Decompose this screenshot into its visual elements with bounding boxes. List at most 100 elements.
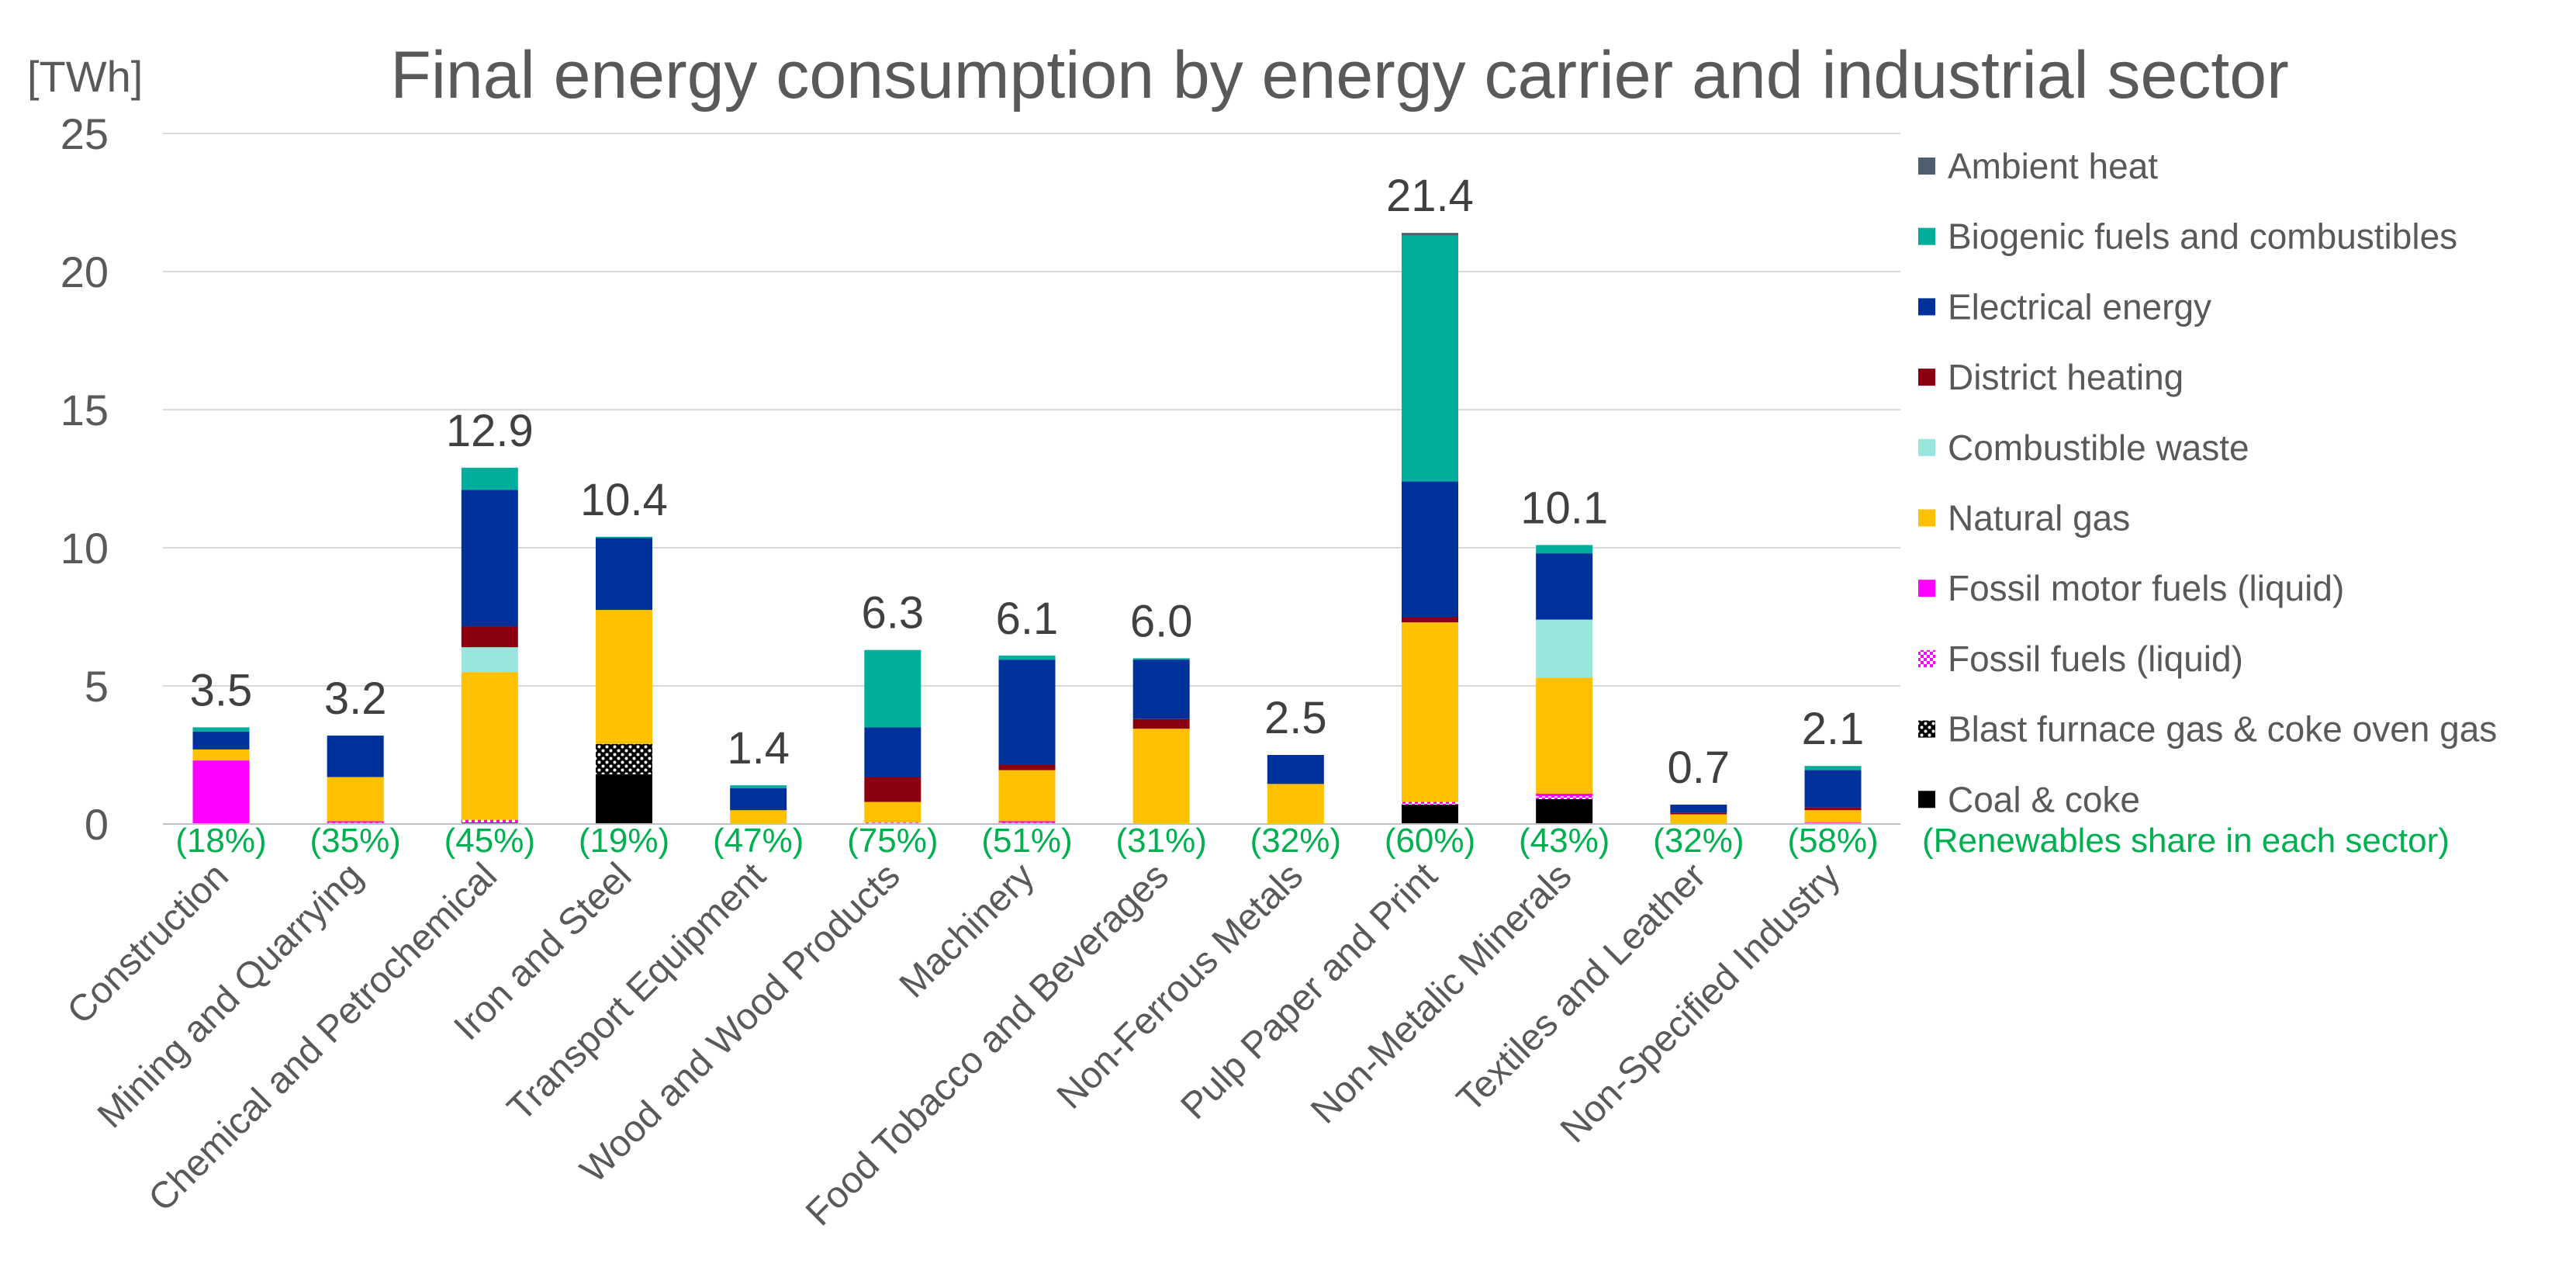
bar-segment-pulp-paper-and-print-biogenic-fuels-and-combustibles	[1402, 235, 1458, 482]
renewables-share-labels: (18%) (35%) (45%) (19%) (47%) (75%) (51%) (31%)…	[175, 822, 2450, 860]
legend-item-fossil-motor-fuels-liquid: Fossil motor fuels (liquid)	[1918, 568, 2344, 608]
bar-segment-food-tobacco-and-beverages-district-heating	[1132, 718, 1190, 729]
y-axis-unit: [TWh]	[27, 52, 143, 101]
legend-label-biogenic-fuels-and-combustibles: Biogenic fuels and combustibles	[1948, 216, 2457, 257]
legend-item-coal-coke: Coal & coke	[1918, 779, 2140, 819]
y-tick-label-15: 15	[61, 386, 109, 435]
bar-stack-transport-equipment	[730, 785, 787, 824]
bar-segment-textiles-and-leather-electrical-energy	[1670, 805, 1727, 813]
y-tick-label-10: 10	[61, 524, 109, 573]
legend-swatch-fossil-fuels-liquid	[1918, 649, 1935, 667]
renewables-share-note: (Renewables share in each sector)	[1922, 822, 2450, 860]
bar-stack-mining-and-quarrying	[327, 736, 384, 824]
bar-stack-textiles-and-leather	[1670, 805, 1727, 824]
bar-segment-machinery-biogenic-fuels-and-combustibles	[998, 655, 1056, 660]
bar-segment-non-metalic-minerals-fossil-fuels-liquid	[1536, 796, 1593, 799]
x-tick-label-textiles-and-leather: Textiles and Leather	[1449, 855, 1713, 1120]
legend-item-fossil-fuels-liquid: Fossil fuels (liquid)	[1918, 639, 2243, 679]
bar-segment-iron-and-steel-electrical-energy	[596, 538, 652, 611]
legend-label-electrical-energy: Electrical energy	[1948, 286, 2211, 327]
bar-segment-chemical-and-petrochemical-district-heating	[461, 626, 518, 648]
total-label-wood-and-wood-products: 6.3	[862, 588, 925, 639]
bar-stack-non-metalic-minerals	[1536, 545, 1593, 824]
bar-stack-wood-and-wood-products	[864, 649, 921, 824]
bar-segment-iron-and-steel-blast-furnace-gas-coke-oven-gas	[596, 743, 652, 774]
bar-segment-non-ferrous-metals-electrical-energy	[1267, 755, 1324, 784]
bar-segment-construction-biogenic-fuels-and-combustibles	[192, 727, 250, 732]
renewables-share-construction: (18%)	[175, 822, 266, 860]
bar-segment-construction-fossil-motor-fuels-liquid	[192, 760, 250, 824]
y-tick-label-25: 25	[61, 109, 109, 158]
total-label-food-tobacco-and-beverages: 6.0	[1130, 596, 1193, 646]
legend-label-fossil-motor-fuels-liquid: Fossil motor fuels (liquid)	[1948, 568, 2344, 608]
total-label-pulp-paper-and-print: 21.4	[1386, 171, 1474, 221]
x-tick-label-non-metalic-minerals: Non-Metalic Minerals	[1303, 855, 1579, 1131]
bar-segment-non-metalic-minerals-natural-gas	[1536, 677, 1593, 794]
legend-swatch-natural-gas	[1918, 509, 1935, 527]
total-label-machinery: 6.1	[996, 594, 1059, 644]
renewables-share-textiles-and-leather: (32%)	[1653, 822, 1744, 860]
bar-segment-pulp-paper-and-print-fossil-fuels-liquid	[1402, 801, 1458, 805]
bar-segment-construction-electrical-energy	[192, 731, 250, 750]
bar-segment-chemical-and-petrochemical-electrical-energy	[461, 490, 518, 627]
total-label-non-specified-industry: 2.1	[1802, 704, 1865, 754]
bar-segment-non-metalic-minerals-combustible-waste	[1536, 619, 1593, 678]
bar-segment-wood-and-wood-products-natural-gas	[864, 801, 921, 823]
bar-segment-non-metalic-minerals-biogenic-fuels-and-combustibles	[1536, 545, 1593, 554]
bar-segment-wood-and-wood-products-electrical-energy	[864, 727, 921, 777]
bar-segment-non-ferrous-metals-natural-gas	[1267, 784, 1324, 824]
bar-stack-pulp-paper-and-print	[1402, 233, 1458, 824]
x-tick-label-pulp-paper-and-print: Pulp Paper and Print	[1174, 855, 1446, 1127]
bar-stack-construction	[192, 727, 250, 824]
bar-segment-chemical-and-petrochemical-natural-gas	[461, 672, 518, 820]
legend-item-natural-gas: Natural gas	[1918, 498, 2130, 538]
legend-swatch-electrical-energy	[1918, 298, 1935, 316]
bar-segment-non-specified-industry-biogenic-fuels-and-combustibles	[1804, 766, 1862, 770]
y-axis-ticks: 0 5 10 15 20 25	[61, 109, 109, 849]
x-tick-label-non-specified-industry: Non-Specified Industry	[1553, 855, 1848, 1151]
renewables-share-transport-equipment: (47%)	[713, 822, 804, 860]
bar-segment-iron-and-steel-biogenic-fuels-and-combustibles	[596, 536, 652, 538]
total-label-non-metalic-minerals: 10.1	[1520, 483, 1608, 533]
total-label-iron-and-steel: 10.4	[580, 475, 668, 525]
bar-segment-chemical-and-petrochemical-combustible-waste	[461, 647, 518, 673]
bar-segment-transport-equipment-electrical-energy	[730, 788, 787, 811]
legend-item-ambient-heat: Ambient heat	[1918, 146, 2158, 186]
legend-item-district-heating: District heating	[1918, 357, 2184, 397]
bar-segment-pulp-paper-and-print-electrical-energy	[1402, 481, 1458, 617]
legend-swatch-blast-furnace-gas-coke-oven-gas	[1918, 720, 1935, 738]
bar-segment-textiles-and-leather-district-heating	[1670, 812, 1727, 815]
renewables-share-iron-and-steel: (19%)	[579, 822, 669, 860]
bar-segment-construction-natural-gas	[192, 749, 250, 761]
bar-segment-pulp-paper-and-print-ambient-heat	[1402, 233, 1458, 236]
legend-label-coal-coke: Coal & coke	[1948, 779, 2140, 819]
bar-segment-iron-and-steel-coal-coke	[596, 774, 652, 824]
x-tick-label-non-ferrous-metals: Non-Ferrous Metals	[1049, 855, 1311, 1117]
legend-swatch-district-heating	[1918, 369, 1935, 386]
total-label-textiles-and-leather: 0.7	[1668, 743, 1731, 793]
bar-segment-machinery-district-heating	[998, 764, 1056, 770]
bar-segment-chemical-and-petrochemical-fossil-fuels-liquid	[461, 819, 518, 823]
bar-segment-chemical-and-petrochemical-biogenic-fuels-and-combustibles	[461, 467, 518, 490]
bar-segment-non-metalic-minerals-electrical-energy	[1536, 553, 1593, 620]
legend-label-blast-furnace-gas-coke-oven-gas: Blast furnace gas & coke oven gas	[1948, 709, 2497, 750]
bar-stack-iron-and-steel	[596, 536, 652, 824]
total-label-chemical-and-petrochemical: 12.9	[446, 406, 534, 456]
legend-swatch-biogenic-fuels-and-combustibles	[1918, 227, 1935, 245]
y-tick-label-5: 5	[85, 662, 109, 711]
bar-segment-food-tobacco-and-beverages-natural-gas	[1132, 729, 1190, 824]
bar-segment-non-metalic-minerals-fossil-motor-fuels-liquid	[1536, 793, 1593, 797]
legend-label-combustible-waste: Combustible waste	[1948, 428, 2249, 468]
renewables-share-food-tobacco-and-beverages: (31%)	[1115, 822, 1206, 860]
bar-segment-pulp-paper-and-print-natural-gas	[1402, 622, 1458, 802]
legend-label-fossil-fuels-liquid: Fossil fuels (liquid)	[1948, 639, 2243, 679]
renewables-share-machinery: (51%)	[981, 822, 1072, 860]
bar-segment-wood-and-wood-products-biogenic-fuels-and-combustibles	[864, 649, 921, 728]
renewables-share-non-ferrous-metals: (32%)	[1250, 822, 1341, 860]
bar-stack-non-specified-industry	[1804, 766, 1862, 824]
chart-title: Final energy consumption by energy carri…	[390, 38, 2288, 113]
bar-stack-non-ferrous-metals	[1267, 755, 1324, 824]
total-label-non-ferrous-metals: 2.5	[1264, 693, 1327, 743]
